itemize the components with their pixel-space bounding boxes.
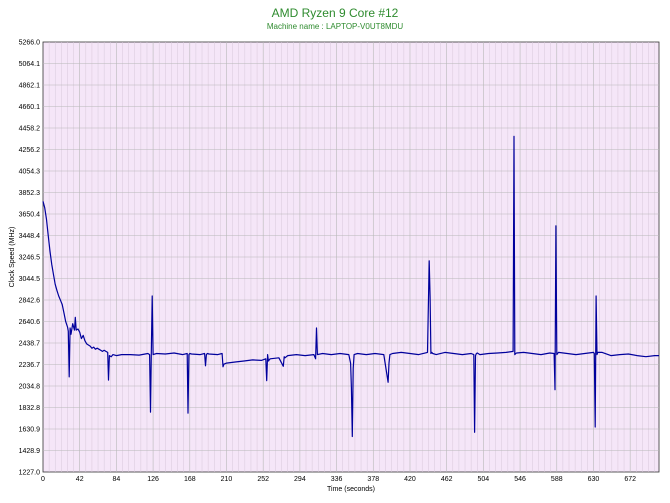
y-tick-label: 4256.2 [19,147,41,154]
y-tick-label: 2236.7 [19,362,41,369]
x-tick-label: 672 [624,476,636,483]
y-tick-label: 3852.3 [19,190,41,197]
x-axis-label: Time (seconds) [327,486,375,493]
x-tick-label: 210 [221,476,233,483]
x-tick-label: 294 [294,476,306,483]
y-tick-label: 4458.2 [19,126,41,133]
x-tick-label: 630 [588,476,600,483]
y-tick-label: 1832.8 [19,405,41,412]
y-tick-label: 2842.6 [19,298,41,305]
y-tick-label: 1428.9 [19,448,41,455]
y-tick-label: 3044.5 [19,276,41,283]
x-tick-label: 42 [76,476,84,483]
y-tick-labels: 1227.0 1428.9 1630.9 1832.8 2034.8 2236.7 2438… [19,40,41,477]
x-tick-label: 126 [147,476,159,483]
y-tick-label: 4862.1 [19,83,41,90]
y-tick-label: 3650.4 [19,212,41,219]
clock-speed-line [42,135,659,438]
y-tick-label: 4054.3 [19,169,41,176]
chart-title: AMD Ryzen 9 Core #12 [271,6,399,20]
y-tick-label: 3246.5 [19,255,41,262]
x-tick-label: 168 [184,476,196,483]
x-tick-label: 84 [112,476,120,483]
x-tick-label: 420 [404,476,416,483]
y-tick-label: 4660.1 [19,104,41,111]
y-tick-label: 2640.6 [19,319,41,326]
y-tick-label: 3448.4 [19,233,41,240]
y-tick-label: 5266.0 [19,40,41,47]
series-group [42,135,659,438]
grid-lines [43,42,659,472]
chart-subtitle: Machine name : LAPTOP-V0UT8MDU [266,22,404,31]
x-tick-label: 462 [441,476,453,483]
x-tick-label: 588 [551,476,563,483]
x-tick-label: 378 [367,476,379,483]
x-tick-label: 336 [331,476,343,483]
y-tick-label: 1227.0 [19,470,41,477]
x-tick-labels: 0 42 84 126 168 210 252 294 336 378 420 462 504 546 58… [41,476,636,483]
x-tick-label: 252 [257,476,269,483]
y-tick-label: 2034.8 [19,384,41,391]
x-tick-label: 504 [478,476,490,483]
y-tick-label: 1630.9 [19,427,41,434]
y-tick-label: 5064.1 [19,61,41,68]
x-tick-label: 546 [514,476,526,483]
y-axis-label: Clock Speed (MHz) [9,227,16,288]
x-tick-label: 0 [41,476,45,483]
y-tick-label: 2438.7 [19,341,41,348]
